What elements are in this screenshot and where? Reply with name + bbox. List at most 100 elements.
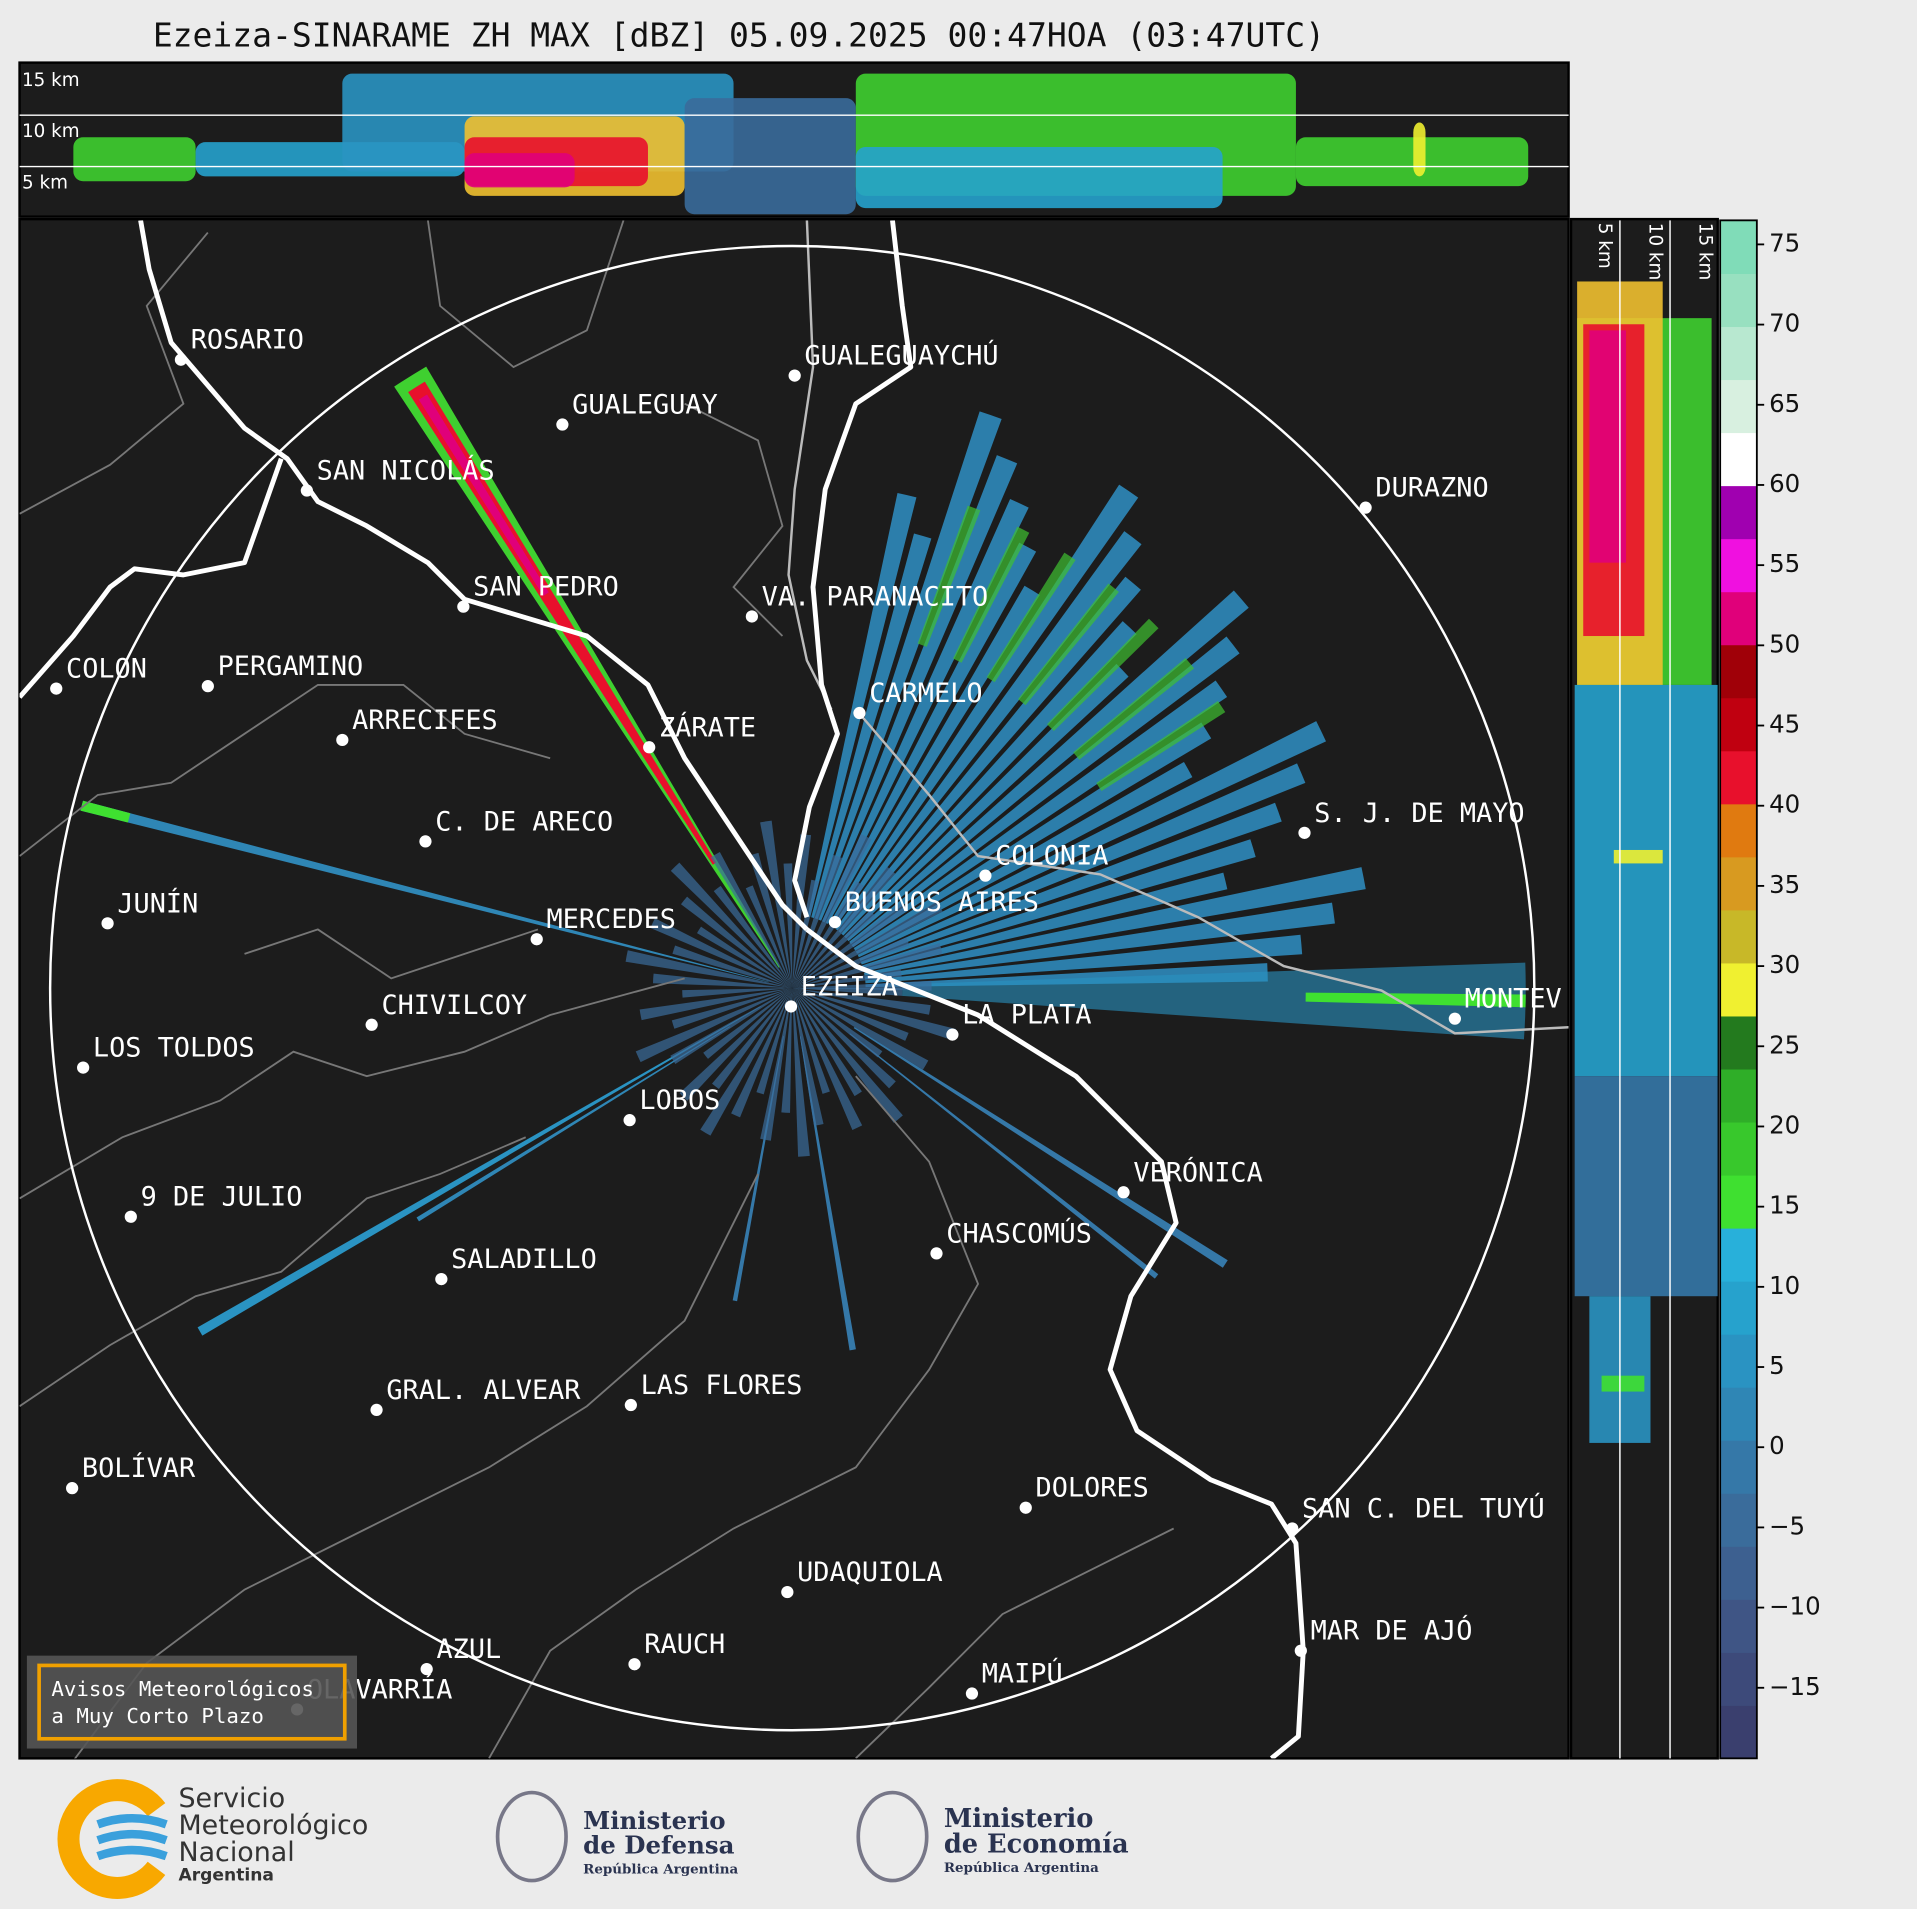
city-label: DURAZNO <box>1375 473 1488 504</box>
echo <box>783 863 793 989</box>
city-label: CHASCOMÚS <box>946 1217 1092 1249</box>
city-dot <box>336 733 349 747</box>
echo <box>670 988 793 1065</box>
echo <box>1574 684 1718 1077</box>
echo <box>635 988 793 1063</box>
city-dot <box>1298 826 1311 839</box>
echo <box>917 505 981 647</box>
colorbar-band <box>1720 1546 1757 1600</box>
echo <box>672 945 793 989</box>
height-label: 15 km <box>1694 223 1715 281</box>
city-dot <box>828 915 842 929</box>
city-label: LA PLATA <box>962 1000 1091 1031</box>
city-label: AZUL <box>436 1634 501 1665</box>
emblem <box>856 1790 929 1883</box>
echo <box>1613 849 1663 864</box>
city-dot <box>946 1028 959 1041</box>
echo <box>1047 618 1159 732</box>
colorbar-tick-label: −10 <box>1769 1592 1821 1621</box>
colorbar-band <box>1720 1493 1757 1547</box>
city-label: DOLORES <box>1036 1473 1149 1504</box>
echo <box>792 988 862 1097</box>
echo <box>807 492 917 917</box>
city-dot <box>623 1114 636 1127</box>
echo <box>710 852 793 989</box>
city-label: ROSARIO <box>191 325 304 356</box>
colorbar-tick-label: 0 <box>1769 1431 1785 1460</box>
colorbar-tick-label: 50 <box>1769 629 1800 658</box>
echo <box>860 802 1282 965</box>
notice-box <box>37 1663 347 1741</box>
colorbar-tick-label: 40 <box>1769 790 1800 819</box>
echo <box>849 636 1240 945</box>
height-label: 5 km <box>22 173 68 194</box>
colorbar-band <box>1720 591 1757 646</box>
echo <box>1413 122 1426 177</box>
city-label: SALADILLO <box>451 1244 597 1275</box>
colorbar-tick-label: 60 <box>1769 469 1800 498</box>
logo-economia: Ministerio de Economía República Argenti… <box>856 1790 1129 1883</box>
city-label: BOLÍVAR <box>82 1452 196 1484</box>
city-label: GUALEGUAYCHÚ <box>804 340 998 372</box>
logo-text: de Economía <box>944 1829 1129 1859</box>
echo <box>1601 1375 1645 1392</box>
notice-text: a Muy Corto Plazo <box>51 1704 264 1728</box>
echo <box>855 761 1193 954</box>
echo <box>1295 137 1529 187</box>
colorbar-tick-label: 10 <box>1769 1271 1800 1300</box>
echo <box>792 988 956 1041</box>
echo <box>846 590 1249 942</box>
city-label: ZÁRATE <box>659 711 756 743</box>
city-dot <box>788 369 801 382</box>
city-label: MERCEDES <box>546 904 675 935</box>
echo <box>853 722 1212 951</box>
echo <box>862 839 1256 969</box>
echo <box>792 854 843 989</box>
colorbar-band <box>1720 909 1757 964</box>
map-layer: ROSARIO GUALEGUAY GUALEGUAYCHÚ SAN NICOLÁS D… <box>19 220 1569 1759</box>
echo <box>792 988 830 1094</box>
city-dot <box>1019 1501 1032 1514</box>
city-dot <box>530 933 543 946</box>
colorbar-tick-label: −5 <box>1769 1511 1805 1540</box>
colorbar-band <box>1720 856 1757 911</box>
colorbar-band <box>1720 803 1757 858</box>
city-label: 9 DE JULIO <box>141 1182 303 1213</box>
echo <box>986 552 1076 683</box>
colorbar-tick-label: 55 <box>1769 549 1800 578</box>
echo <box>80 800 769 983</box>
colorbar-tick-label: 15 <box>1769 1191 1800 1220</box>
city-label: MAR DE AJÓ <box>1311 1615 1473 1647</box>
echo <box>670 862 793 989</box>
colorbar-band <box>1720 1652 1757 1706</box>
echo <box>822 498 1029 923</box>
colorbar-band <box>1720 697 1757 752</box>
rivers <box>19 220 1306 1759</box>
coast-uruguay <box>787 220 1569 1035</box>
logo-smn: Servicio Meteorológico Nacional Argentin… <box>57 1779 368 1899</box>
colorbar-tick-label: −15 <box>1769 1672 1821 1701</box>
city-label: CHIVILCOY <box>381 990 527 1021</box>
city-dot <box>174 353 188 366</box>
city-label: ARRECIFES <box>352 705 498 736</box>
echo <box>1018 583 1119 706</box>
city-label: MONTEV <box>1465 984 1562 1015</box>
colorbar-tick-label: 20 <box>1769 1110 1800 1139</box>
echo <box>73 137 196 182</box>
city-dot <box>643 741 656 754</box>
logo-defensa: Ministerio de Defensa República Argentin… <box>495 1790 739 1883</box>
echo <box>679 988 793 1101</box>
city-dot <box>784 1000 798 1013</box>
height-label: 10 km <box>22 121 80 142</box>
colorbar-tick-label: 45 <box>1769 710 1800 739</box>
colorbar-band <box>1720 326 1757 381</box>
echo <box>792 988 903 1123</box>
city-label: VERÓNICA <box>1133 1156 1262 1188</box>
echo <box>838 576 1141 933</box>
logo-text: Servicio <box>178 1783 285 1814</box>
city-dot <box>1286 1522 1299 1535</box>
echo <box>713 885 793 989</box>
echo <box>745 885 793 989</box>
echo <box>731 988 793 1118</box>
